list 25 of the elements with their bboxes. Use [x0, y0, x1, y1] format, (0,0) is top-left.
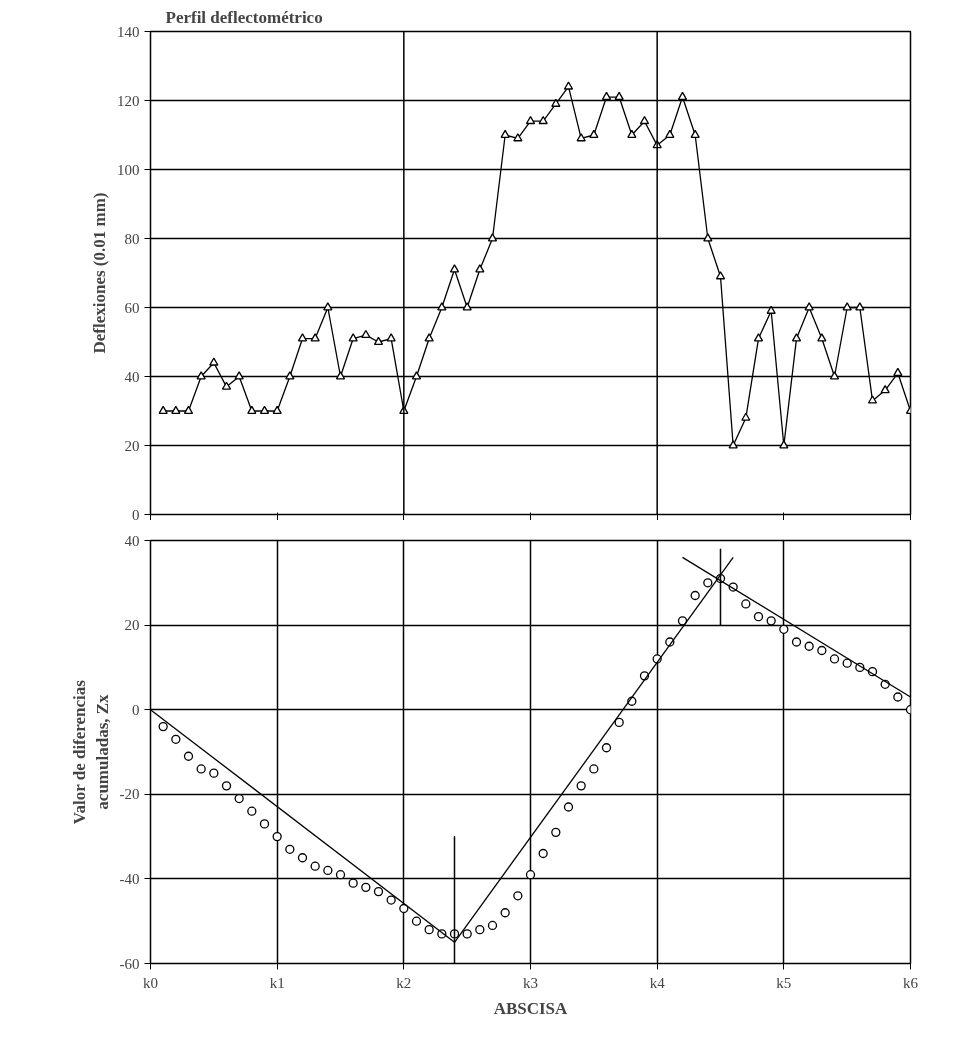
- y-tick-label: -20: [119, 786, 140, 803]
- x-tick-label: k1: [269, 974, 285, 991]
- x-tick-label: k2: [396, 974, 412, 991]
- y-tick-label: 20: [124, 617, 140, 634]
- x-tick-label: k4: [649, 974, 666, 991]
- y-tick-label: 80: [124, 230, 140, 247]
- y-tick-label: 40: [124, 368, 140, 385]
- x-tick-label: k0: [143, 974, 158, 991]
- y-axis-title: Valor de diferencias acumuladas, Zx: [69, 679, 112, 825]
- chart-title: Perfil deflectométrico: [165, 7, 323, 27]
- y-tick-label: -60: [119, 955, 140, 972]
- x-axis-title: ABSCISA: [493, 998, 569, 1018]
- y-tick-label: 120: [117, 92, 140, 109]
- y-tick-label: 20: [124, 437, 140, 454]
- y-tick-label: 40: [124, 532, 140, 549]
- x-tick-label: k3: [523, 974, 538, 991]
- x-tick-label: k5: [776, 974, 792, 991]
- y-axis-title: Deflexiones (0.01 mm): [90, 192, 109, 354]
- y-tick-label: 0: [132, 506, 140, 523]
- x-tick-label: k6: [903, 974, 919, 991]
- y-tick-label: 60: [124, 299, 140, 316]
- y-tick-label: 100: [117, 161, 140, 178]
- y-tick-label: 140: [117, 23, 140, 40]
- y-tick-label: 0: [132, 701, 140, 718]
- y-tick-label: -40: [119, 870, 140, 887]
